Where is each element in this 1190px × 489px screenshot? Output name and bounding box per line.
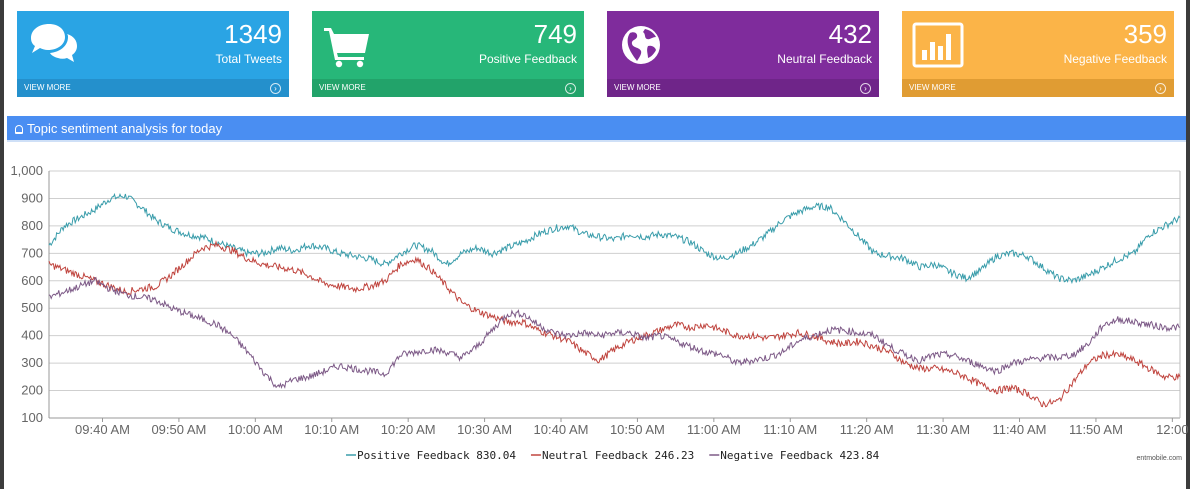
positive-feedback-card: 749 Positive Feedback VIEW MORE › xyxy=(312,11,584,97)
view-more-label: VIEW MORE xyxy=(24,83,71,92)
x-tick-label: 10:20 AM xyxy=(381,422,436,437)
arrow-circle-right-icon: › xyxy=(270,83,281,94)
x-tick-label: 11:00 AM xyxy=(687,422,741,437)
neutral-feedback-card: 432 Neutral Feedback VIEW MORE › xyxy=(607,11,879,97)
y-tick-label: 400 xyxy=(21,328,43,343)
globe-icon xyxy=(622,26,660,64)
y-tick-label: 200 xyxy=(21,383,43,398)
card-value: 432 xyxy=(828,19,872,49)
arrow-circle-right-icon: › xyxy=(565,83,576,94)
x-tick-label: 10:00 AM xyxy=(228,422,283,437)
x-tick-label: 10:40 AM xyxy=(534,422,589,437)
view-more-label: VIEW MORE xyxy=(614,83,661,92)
bell-icon xyxy=(15,125,23,134)
legend-entry: Positive Feedback 830.04 xyxy=(357,449,516,462)
x-tick-label: 11:50 AM xyxy=(1069,422,1123,437)
card-label: Total Tweets xyxy=(215,52,282,66)
card-body: 432 Neutral Feedback xyxy=(607,11,879,79)
panel-title: Topic sentiment analysis for today xyxy=(27,121,223,136)
card-label: Neutral Feedback xyxy=(777,52,872,66)
x-tick-label: 09:50 AM xyxy=(151,422,206,437)
x-tick-label: 12:00 xyxy=(1156,422,1189,437)
window-frame-right xyxy=(1186,0,1190,489)
view-more-link[interactable]: VIEW MORE › xyxy=(312,79,584,97)
x-tick-label: 11:20 AM xyxy=(840,422,894,437)
view-more-link[interactable]: VIEW MORE › xyxy=(607,79,879,97)
series-line-2 xyxy=(48,276,1181,389)
card-value: 749 xyxy=(533,19,577,49)
y-tick-label: 600 xyxy=(21,273,43,288)
card-value: 359 xyxy=(1123,19,1167,49)
view-more-label: VIEW MORE xyxy=(909,83,956,92)
window-frame-left xyxy=(0,0,4,489)
y-tick-label: 100 xyxy=(21,410,43,425)
card-label: Negative Feedback xyxy=(1063,52,1167,66)
legend-entry: Negative Feedback 423.84 xyxy=(720,449,879,462)
y-tick-label: 500 xyxy=(21,300,43,315)
y-tick-label: 700 xyxy=(21,245,43,260)
view-more-link[interactable]: VIEW MORE › xyxy=(902,79,1174,97)
total-tweets-card: 1349 Total Tweets VIEW MORE › xyxy=(17,11,289,97)
card-value: 1349 xyxy=(224,19,282,49)
x-tick-label: 11:10 AM xyxy=(763,422,817,437)
negative-feedback-card: 359 Negative Feedback VIEW MORE › xyxy=(902,11,1174,97)
card-body: 749 Positive Feedback xyxy=(312,11,584,79)
x-tick-label: 10:10 AM xyxy=(304,422,359,437)
view-more-label: VIEW MORE xyxy=(319,83,366,92)
view-more-link[interactable]: VIEW MORE › xyxy=(17,79,289,97)
x-tick-label: 11:40 AM xyxy=(993,422,1047,437)
arrow-circle-right-icon: › xyxy=(860,83,871,94)
y-tick-label: 1,000 xyxy=(10,163,43,178)
legend-entry: Neutral Feedback 246.23 xyxy=(542,449,694,462)
series-line-1 xyxy=(48,240,1181,408)
bar-chart-icon xyxy=(912,22,964,68)
card-body: 1349 Total Tweets xyxy=(17,11,289,79)
y-tick-label: 900 xyxy=(21,190,43,205)
sentiment-line-chart: 100 200 300 400 500 600 700 800 900 1,000 09:40 AM… xyxy=(10,163,1189,462)
y-tick-label: 800 xyxy=(21,218,43,233)
x-tick-label: 09:40 AM xyxy=(75,422,130,437)
y-tick-label: 300 xyxy=(21,355,43,370)
panel-header: Topic sentiment analysis for today xyxy=(7,116,1186,142)
arrow-circle-right-icon: › xyxy=(1155,83,1166,94)
speech-bubbles-icon xyxy=(31,24,77,62)
card-body: 359 Negative Feedback xyxy=(902,11,1174,79)
shopping-cart-icon xyxy=(324,28,369,68)
series-line-0 xyxy=(48,192,1181,285)
x-tick-label: 11:30 AM xyxy=(916,422,970,437)
x-tick-label: 10:50 AM xyxy=(610,422,665,437)
chart-credit: entmobile.com xyxy=(1136,455,1182,462)
card-label: Positive Feedback xyxy=(478,52,577,66)
x-tick-label: 10:30 AM xyxy=(457,422,512,437)
